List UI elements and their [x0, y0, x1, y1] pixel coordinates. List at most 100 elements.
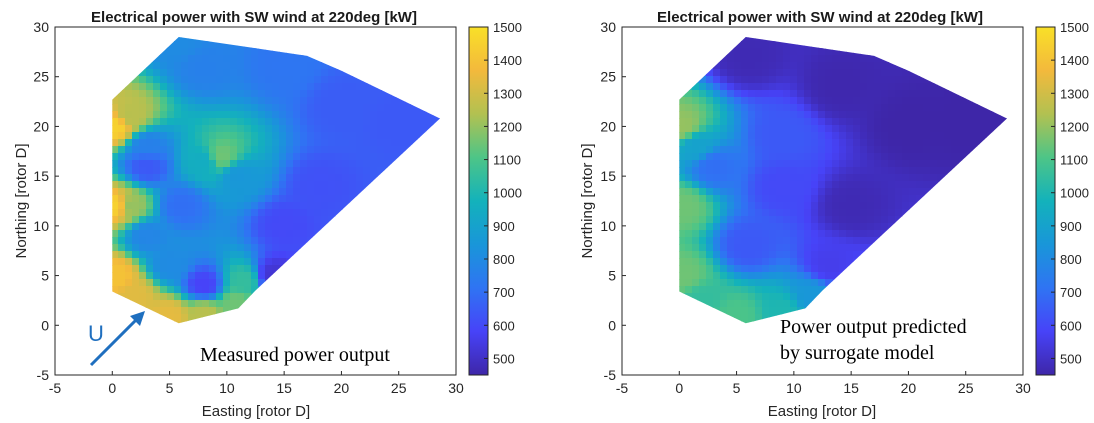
heat-cell [174, 36, 182, 42]
heat-cell [174, 132, 182, 140]
heat-cell [671, 97, 679, 105]
heat-cell [160, 83, 168, 91]
heat-cell [636, 132, 644, 140]
heat-cell [307, 76, 315, 84]
heat-cell [153, 167, 161, 175]
heat-cell [125, 293, 133, 301]
heat-cell [454, 167, 462, 175]
heat-cell [818, 244, 826, 252]
heat-cell [811, 174, 819, 182]
heat-cell [244, 216, 252, 224]
heat-cell [1000, 76, 1007, 84]
heat-cell [62, 356, 70, 364]
heat-cell [174, 230, 182, 238]
heat-cell [685, 181, 693, 189]
heat-cell [328, 188, 336, 196]
heat-cell [258, 174, 266, 182]
heat-cell [447, 356, 455, 364]
heat-cell [797, 83, 805, 91]
heat-cell [370, 90, 378, 98]
heat-cell [398, 160, 406, 168]
heat-cell [391, 328, 399, 336]
heat-cell [860, 167, 868, 175]
heat-cell [412, 174, 420, 182]
heat-cell [272, 272, 280, 280]
heat-cell [112, 307, 119, 315]
heat-cell [83, 202, 91, 210]
heat-cell [265, 41, 273, 49]
wind-arrow-label: U [88, 321, 104, 346]
heat-cell [440, 69, 448, 77]
heat-cell [377, 83, 385, 91]
heat-cell [671, 27, 679, 35]
heat-cell [1000, 202, 1007, 210]
heat-cell [433, 321, 440, 324]
heat-cell [972, 195, 980, 203]
heat-cell [986, 216, 994, 224]
heat-cell [426, 139, 434, 147]
heat-cell [629, 111, 637, 119]
heat-cell [699, 202, 707, 210]
heat-cell [370, 279, 378, 287]
heat-cell [272, 335, 280, 343]
heat-cell [797, 237, 805, 245]
heat-cell [454, 209, 462, 217]
heat-cell [300, 188, 308, 196]
heat-cell [195, 118, 203, 126]
heat-cell [923, 118, 931, 126]
heat-cell [188, 139, 196, 147]
heat-cell [713, 202, 721, 210]
heat-cell [1007, 27, 1015, 35]
heat-cell [643, 258, 651, 266]
heat-cell [902, 48, 910, 56]
colorbar-tick-label: 700 [493, 285, 515, 300]
heat-cell [825, 83, 833, 91]
heat-cell [356, 279, 364, 287]
heat-cell [244, 62, 252, 70]
heat-cell [825, 104, 833, 112]
heat-cell [363, 118, 371, 126]
heat-cell [356, 335, 364, 343]
heat-cell [363, 188, 371, 196]
heat-cell [55, 83, 63, 91]
heat-cell [888, 223, 896, 231]
heat-cell [629, 132, 637, 140]
heat-cell [174, 181, 182, 189]
heat-cell [679, 216, 686, 224]
heat-cell [83, 62, 91, 70]
heat-cell [958, 160, 966, 168]
heat-cell [965, 160, 973, 168]
heat-cell [643, 216, 651, 224]
heat-cell [132, 209, 140, 217]
heat-cell [986, 27, 994, 35]
heat-cell [440, 34, 448, 42]
heat-cell [202, 104, 210, 112]
heat-cell [244, 55, 252, 63]
heat-cell [825, 216, 833, 224]
heat-cell [356, 251, 364, 259]
heat-cell [699, 111, 707, 119]
heat-cell [181, 132, 189, 140]
heat-cell [384, 272, 392, 280]
heat-cell [699, 62, 707, 70]
heat-cell [195, 139, 203, 147]
heat-cell [679, 111, 686, 119]
heat-cell [426, 48, 434, 56]
heat-cell [251, 76, 259, 84]
heat-cell [314, 118, 322, 126]
heat-cell [783, 146, 791, 154]
heat-cell [230, 188, 238, 196]
heat-cell [636, 251, 644, 259]
heat-cell [321, 160, 329, 168]
heat-cell [104, 83, 112, 91]
heat-cell [797, 69, 805, 77]
heat-cell [272, 195, 280, 203]
heat-cell [902, 97, 910, 105]
heat-cell [699, 244, 707, 252]
heat-cell [237, 62, 245, 70]
heat-cell [790, 146, 798, 154]
heat-cell [335, 188, 343, 196]
heat-cell [62, 69, 70, 77]
heat-cell [650, 258, 658, 266]
heat-cell [202, 293, 210, 301]
